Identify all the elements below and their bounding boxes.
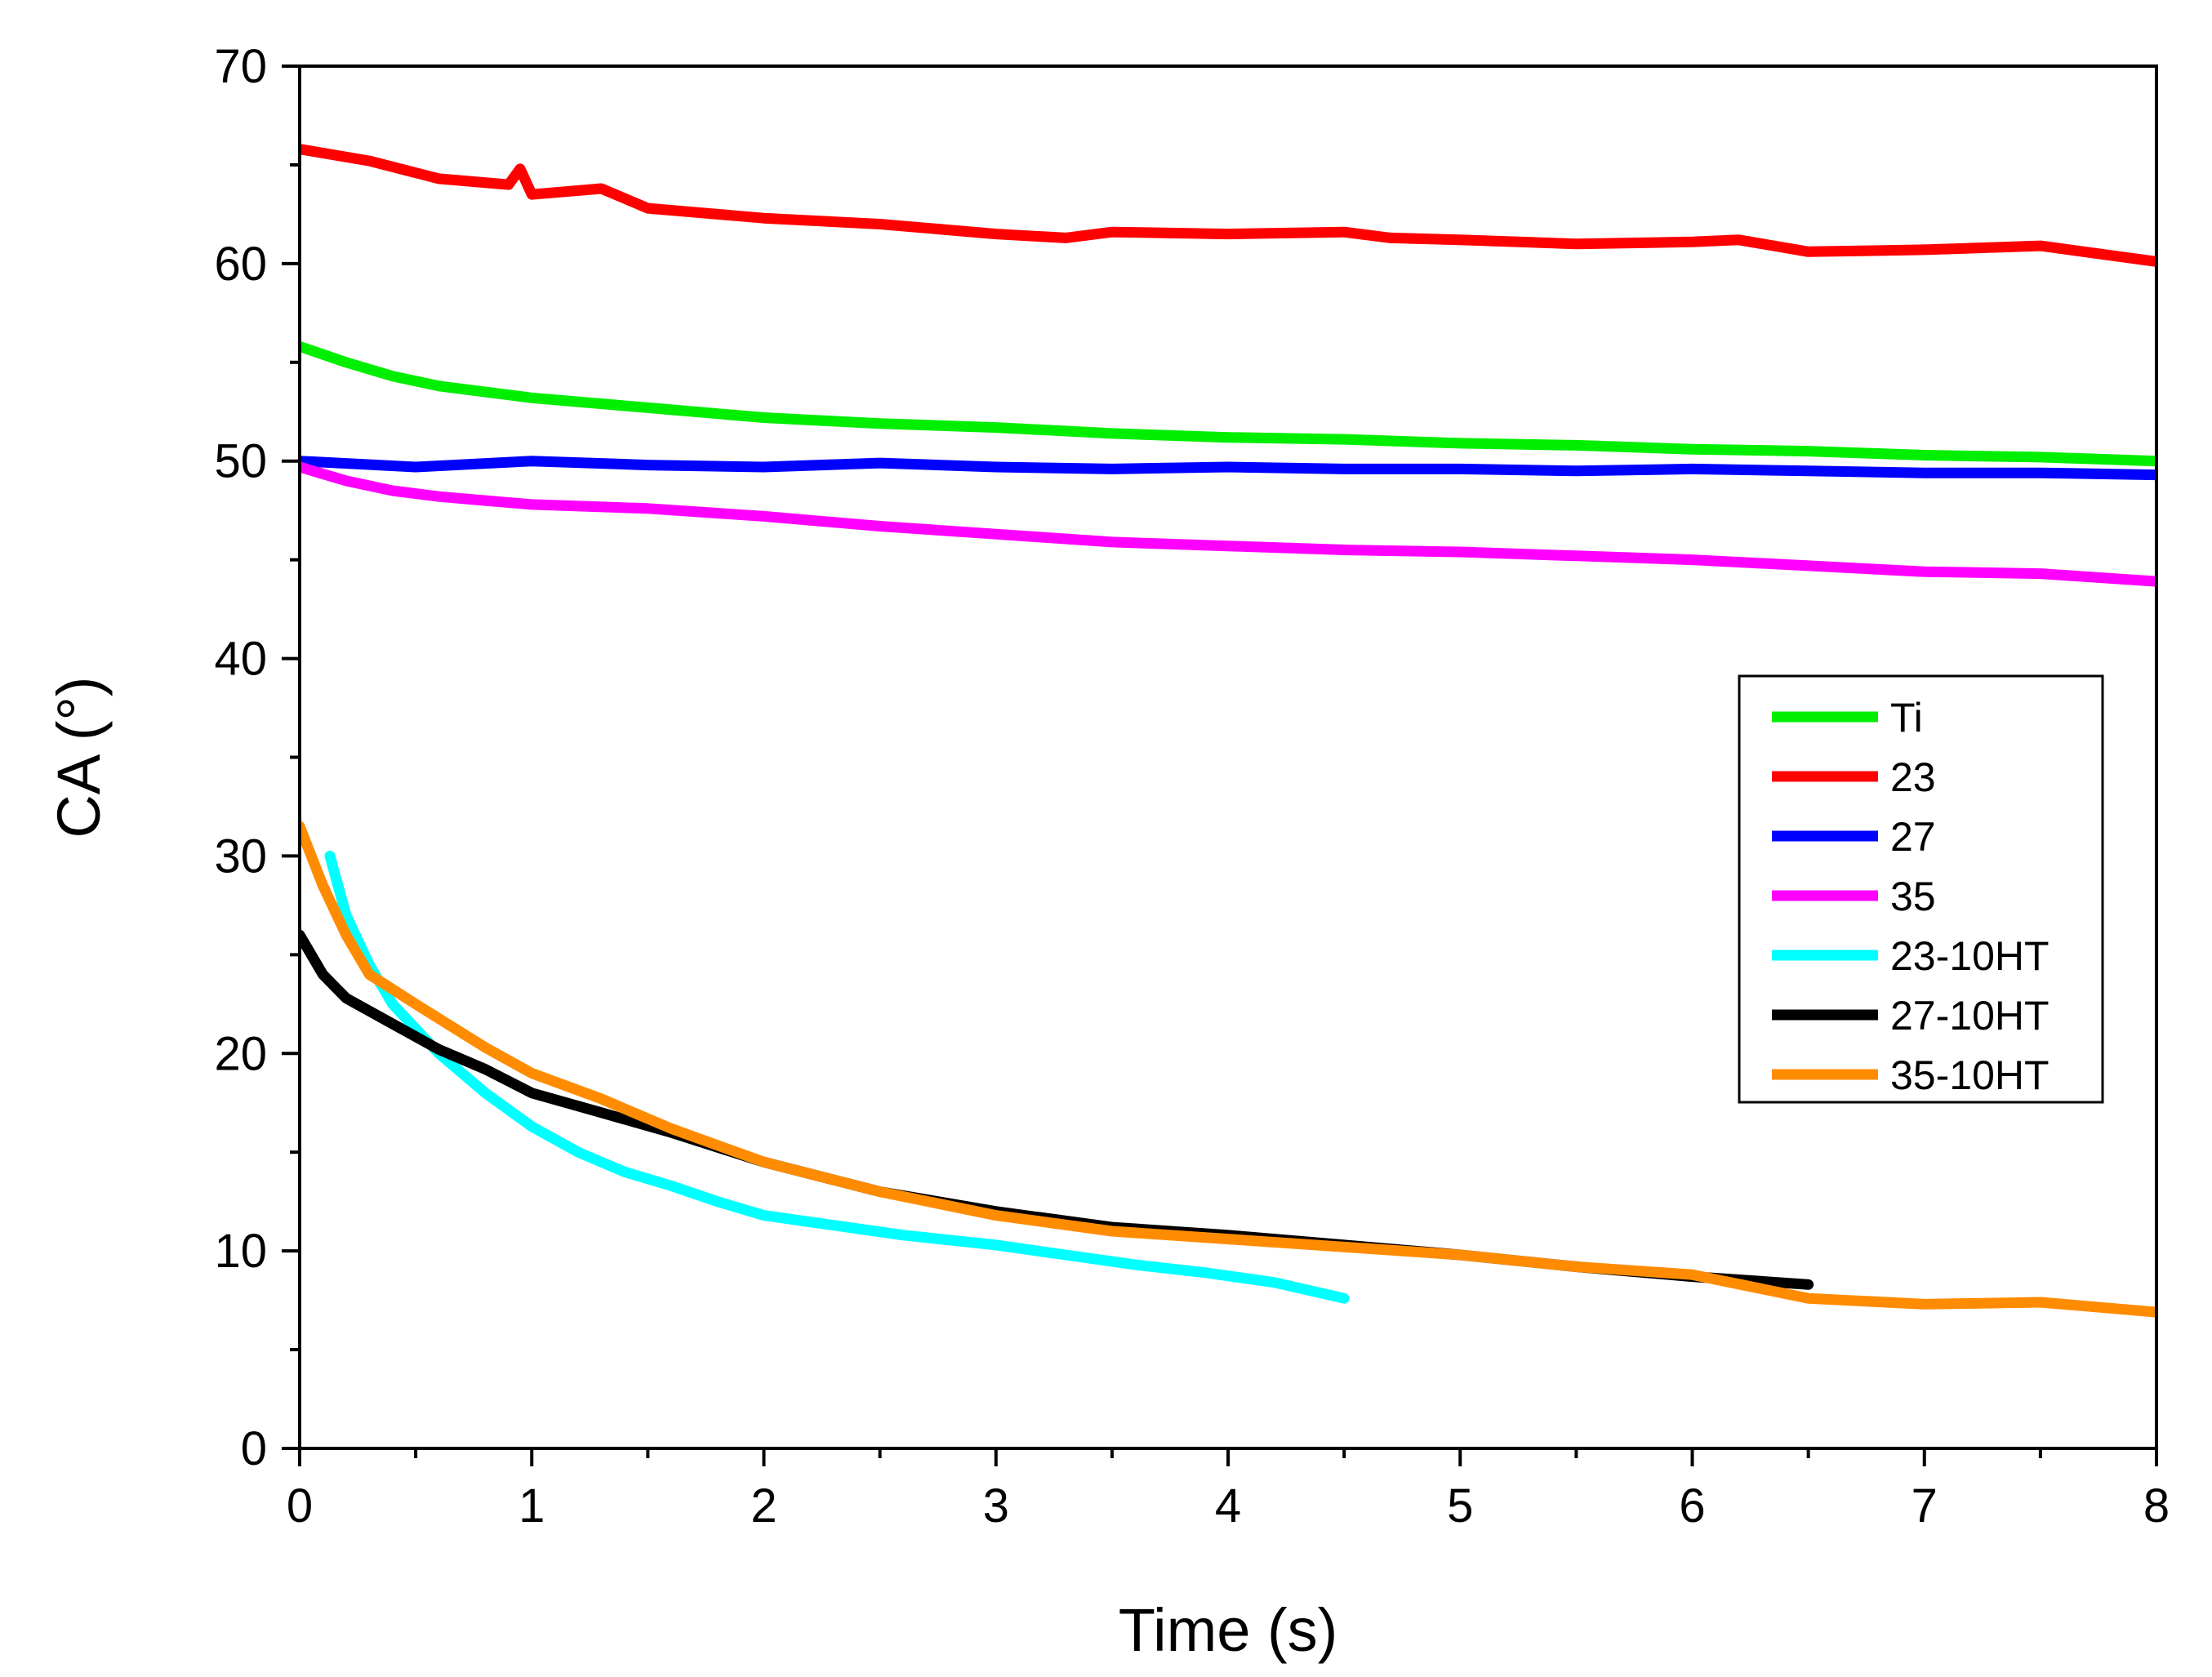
legend-box [1738, 674, 2104, 1104]
series-line-23-10ht [324, 850, 1350, 1304]
y-axis-title: CA (°) [45, 676, 113, 838]
x-tick-label: 4 [1215, 1479, 1241, 1532]
y-tick-label: 60 [214, 238, 267, 291]
x-tick-label: 1 [519, 1479, 545, 1532]
series-line-23 [300, 144, 2156, 267]
y-tick-label: 0 [241, 1422, 267, 1475]
y-tick-label: 70 [214, 40, 267, 93]
legend-label: 23 [1890, 754, 1936, 800]
series-line-35 [300, 461, 2156, 587]
x-tick-label: 5 [1447, 1479, 1473, 1532]
y-tick-label: 40 [214, 633, 267, 686]
series-line-35-10ht [300, 821, 2156, 1318]
legend-label: 23-10HT [1890, 933, 2050, 979]
legend-label: 35 [1890, 874, 1936, 919]
y-tick-label: 30 [214, 830, 267, 883]
series-line-ti [300, 340, 2156, 467]
x-tick-label: 6 [1679, 1479, 1705, 1532]
x-tick-label: 3 [983, 1479, 1009, 1532]
series-line-27 [300, 456, 2156, 481]
x-tick-label: 0 [287, 1479, 313, 1532]
y-tick-label: 10 [214, 1225, 267, 1278]
legend-label: 27-10HT [1890, 993, 2050, 1039]
legend: Ti 23 27 35 23-10HT 27-10HT 35-10HT [1738, 674, 2104, 1104]
y-tick-label: 20 [214, 1027, 267, 1080]
x-tick-label: 7 [1912, 1479, 1938, 1532]
legend-label: Ti [1890, 695, 1923, 741]
legend-label: 35-10HT [1890, 1052, 2050, 1098]
y-tick-label: 50 [214, 435, 267, 488]
x-tick-label: 2 [750, 1479, 777, 1532]
x-tick-label: 8 [2143, 1479, 2170, 1532]
legend-label: 27 [1890, 814, 1936, 860]
series-layer [300, 144, 2156, 1318]
x-axis-title: Time (s) [1119, 1596, 1338, 1664]
